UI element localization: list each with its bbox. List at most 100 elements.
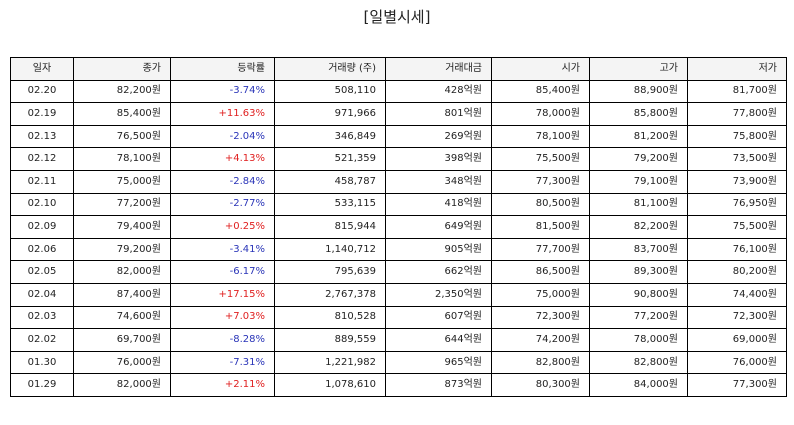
table-row: 01.29 82,000원 +2.11% 1,078,610 873억원 80,300원 8… — [10, 373, 787, 397]
cell-low: 76,000원 — [687, 350, 787, 375]
cell-volume: 1,140,712 — [274, 237, 386, 262]
cell-close: 76,000원 — [73, 350, 171, 375]
cell-amount: 644억원 — [385, 328, 492, 352]
column-header-change: 등락률 — [170, 57, 275, 81]
cell-volume: 889,559 — [274, 328, 386, 352]
cell-low: 73,900원 — [687, 169, 787, 194]
cell-high: 84,000원 — [589, 373, 688, 397]
cell-volume: 533,115 — [274, 192, 386, 217]
cell-high: 81,100원 — [589, 192, 688, 217]
cell-volume: 795,639 — [274, 260, 386, 284]
table-header-row: 일자 종가 등락률 거래량 (주) 거래대금 시가 고가 저가 — [10, 57, 787, 81]
table-row: 02.02 69,700원 -8.28% 889,559 644억원 74,200원 78,… — [10, 328, 787, 352]
cell-date: 02.02 — [10, 328, 74, 352]
table-row: 02.11 75,000원 -2.84% 458,787 348억원 77,300원 79,… — [10, 169, 787, 194]
cell-close: 74,600원 — [73, 305, 171, 330]
cell-close: 82,000원 — [73, 260, 171, 284]
cell-close: 77,200원 — [73, 192, 171, 217]
cell-change: +7.03% — [170, 305, 275, 330]
cell-volume: 1,221,982 — [274, 350, 386, 375]
cell-volume: 458,787 — [274, 169, 386, 194]
table-body: 02.20 82,200원 -3.74% 508,110 428억원 85,400원 88,… — [10, 79, 787, 397]
cell-low: 76,950원 — [687, 192, 787, 217]
cell-high: 79,100원 — [589, 169, 688, 194]
cell-volume: 521,359 — [274, 147, 386, 171]
cell-low: 69,000원 — [687, 328, 787, 352]
cell-change: -6.17% — [170, 260, 275, 284]
cell-open: 82,800원 — [491, 350, 590, 375]
cell-change: -2.84% — [170, 169, 275, 194]
table-row: 02.12 78,100원 +4.13% 521,359 398억원 75,500원 79,… — [10, 147, 787, 171]
cell-amount: 418억원 — [385, 192, 492, 217]
column-header-amount: 거래대금 — [385, 57, 492, 81]
cell-open: 74,200원 — [491, 328, 590, 352]
cell-date: 01.29 — [10, 373, 74, 397]
cell-low: 77,300원 — [687, 373, 787, 397]
cell-volume: 2,767,378 — [274, 282, 386, 307]
cell-volume: 971,966 — [274, 102, 386, 126]
cell-date: 02.05 — [10, 260, 74, 284]
column-header-high: 고가 — [589, 57, 688, 81]
cell-date: 02.04 — [10, 282, 74, 307]
cell-change: -2.04% — [170, 124, 275, 149]
table-row: 02.10 77,200원 -2.77% 533,115 418억원 80,500원 81,… — [10, 192, 787, 217]
cell-low: 80,200원 — [687, 260, 787, 284]
page-title: [일별시세] — [363, 8, 431, 26]
cell-open: 85,400원 — [491, 79, 590, 104]
cell-low: 77,800원 — [687, 102, 787, 126]
cell-open: 80,300원 — [491, 373, 590, 397]
cell-change: -8.28% — [170, 328, 275, 352]
daily-price-table: 일자 종가 등락률 거래량 (주) 거래대금 시가 고가 저가 02.20 82,… — [10, 57, 787, 397]
cell-amount: 649억원 — [385, 215, 492, 239]
cell-open: 75,500원 — [491, 147, 590, 171]
cell-amount: 2,350억원 — [385, 282, 492, 307]
cell-volume: 346,849 — [274, 124, 386, 149]
cell-open: 80,500원 — [491, 192, 590, 217]
cell-change: -3.74% — [170, 79, 275, 104]
table-row: 02.03 74,600원 +7.03% 810,528 607억원 72,300원 77,… — [10, 305, 787, 330]
cell-date: 02.11 — [10, 169, 74, 194]
cell-volume: 1,078,610 — [274, 373, 386, 397]
cell-high: 82,800원 — [589, 350, 688, 375]
column-header-date: 일자 — [10, 57, 74, 81]
cell-high: 83,700원 — [589, 237, 688, 262]
cell-date: 02.19 — [10, 102, 74, 126]
cell-high: 85,800원 — [589, 102, 688, 126]
cell-low: 76,100원 — [687, 237, 787, 262]
cell-volume: 508,110 — [274, 79, 386, 104]
cell-high: 90,800원 — [589, 282, 688, 307]
table-row: 02.05 82,000원 -6.17% 795,639 662억원 86,500원 89,… — [10, 260, 787, 284]
cell-open: 81,500원 — [491, 215, 590, 239]
table-row: 02.04 87,400원 +17.15% 2,767,378 2,350억원 75,00… — [10, 282, 787, 307]
cell-close: 78,100원 — [73, 147, 171, 171]
table-row: 02.09 79,400원 +0.25% 815,944 649억원 81,500원 82,… — [10, 215, 787, 239]
cell-close: 79,200원 — [73, 237, 171, 262]
column-header-volume: 거래량 (주) — [274, 57, 386, 81]
cell-amount: 428억원 — [385, 79, 492, 104]
cell-date: 02.03 — [10, 305, 74, 330]
cell-change: -3.41% — [170, 237, 275, 262]
cell-amount: 873억원 — [385, 373, 492, 397]
cell-low: 74,400원 — [687, 282, 787, 307]
cell-change: +2.11% — [170, 373, 275, 397]
column-header-open: 시가 — [491, 57, 590, 81]
cell-date: 02.06 — [10, 237, 74, 262]
cell-change: -2.77% — [170, 192, 275, 217]
cell-close: 76,500원 — [73, 124, 171, 149]
cell-open: 72,300원 — [491, 305, 590, 330]
cell-low: 81,700원 — [687, 79, 787, 104]
cell-close: 79,400원 — [73, 215, 171, 239]
cell-date: 02.10 — [10, 192, 74, 217]
cell-open: 78,000원 — [491, 102, 590, 126]
cell-change: +4.13% — [170, 147, 275, 171]
cell-amount: 662억원 — [385, 260, 492, 284]
cell-date: 02.12 — [10, 147, 74, 171]
cell-date: 01.30 — [10, 350, 74, 375]
cell-high: 88,900원 — [589, 79, 688, 104]
cell-close: 87,400원 — [73, 282, 171, 307]
cell-change: +0.25% — [170, 215, 275, 239]
cell-open: 77,700원 — [491, 237, 590, 262]
cell-amount: 905억원 — [385, 237, 492, 262]
cell-close: 75,000원 — [73, 169, 171, 194]
cell-date: 02.09 — [10, 215, 74, 239]
